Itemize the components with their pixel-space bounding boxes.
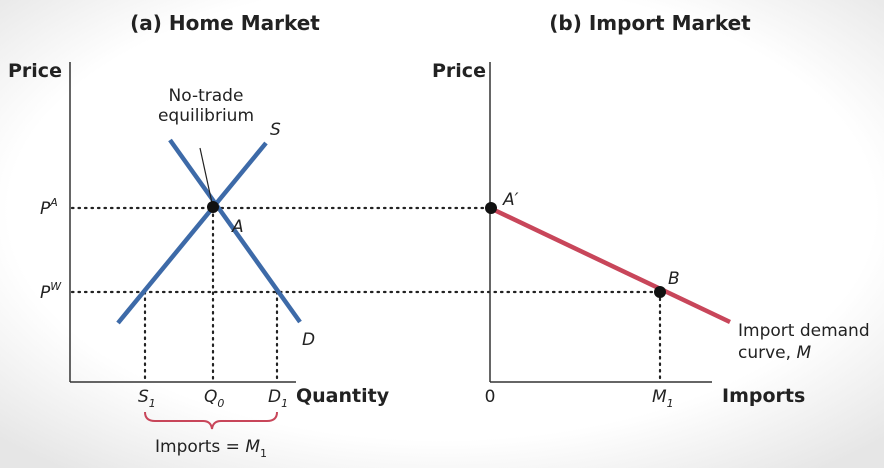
point-label: B: [668, 269, 680, 289]
curve-label: curve, M: [738, 343, 811, 363]
x-axis-label: Imports: [722, 385, 805, 407]
brace: [144, 411, 278, 430]
brace-label: Imports = M1: [155, 437, 267, 460]
demand-curve: [168, 138, 302, 324]
y-axis-label: Price: [8, 60, 62, 82]
origin-label: 0: [485, 387, 496, 407]
price-label: PA: [40, 196, 58, 219]
curve-label: D: [302, 330, 315, 350]
panel-title: (a) Home Market: [130, 11, 320, 35]
point: [654, 286, 666, 298]
y-axis-label: Price: [432, 60, 486, 82]
quantity-label: S1: [138, 387, 156, 410]
point: [485, 202, 497, 214]
x-axis-label: Quantity: [296, 385, 390, 407]
supply-curve: [116, 141, 268, 325]
annotation: No-trade: [169, 86, 244, 106]
point-label: A: [231, 217, 244, 237]
pointer: [199, 147, 213, 204]
quantity-label: D1: [268, 387, 288, 410]
point-label: A′: [502, 190, 519, 210]
import-demand-curve: [489, 205, 731, 325]
curve-label: S: [270, 120, 281, 140]
panel-title: (b) Import Market: [549, 11, 751, 35]
equilibrium-point: [207, 201, 219, 213]
curve-label: Import demand: [738, 321, 870, 341]
quantity-label: M1: [652, 387, 674, 410]
price-label: PW: [40, 280, 62, 303]
quantity-label: Q0: [204, 387, 224, 410]
annotation: equilibrium: [158, 106, 254, 126]
